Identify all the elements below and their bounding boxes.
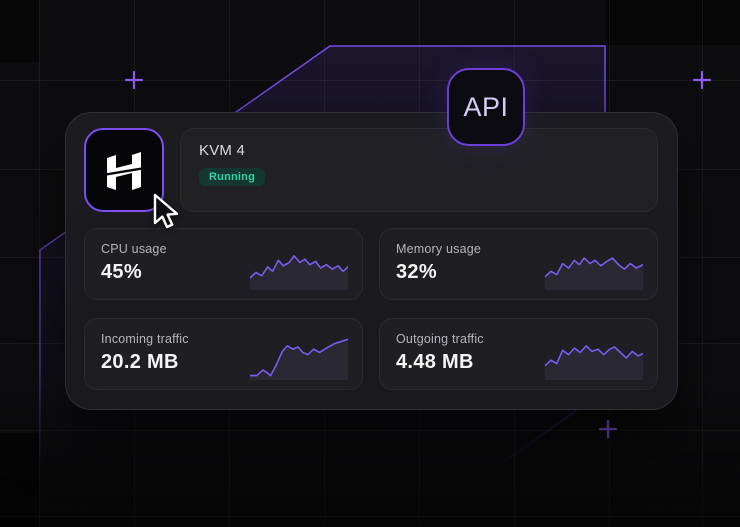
api-badge-label: API <box>463 91 509 122</box>
mouse-cursor-icon <box>153 193 179 229</box>
metric-card-memory: Memory usage 32% <box>379 228 658 300</box>
incoming-traffic-sparkline-chart <box>250 336 348 380</box>
plus-marker <box>598 419 618 439</box>
status-badge: Running <box>199 168 265 186</box>
metrics-grid: CPU usage 45% Memory usage 32% Incoming … <box>84 228 658 390</box>
outgoing-traffic-sparkline-chart <box>545 336 643 380</box>
server-dashboard-card: KVM 4 Running CPU usage 45% Memory usage… <box>65 112 678 410</box>
metric-card-cpu: CPU usage 45% <box>84 228 363 300</box>
metric-card-incoming-traffic: Incoming traffic 20.2 MB <box>84 318 363 390</box>
api-badge[interactable]: API <box>447 68 525 146</box>
server-header: KVM 4 Running <box>180 128 658 212</box>
cpu-sparkline-chart <box>250 246 348 290</box>
metric-card-outgoing-traffic: Outgoing traffic 4.48 MB <box>379 318 658 390</box>
memory-sparkline-chart <box>545 246 643 290</box>
plus-marker <box>124 70 144 90</box>
server-name: KVM 4 <box>199 142 246 159</box>
hostinger-h-icon <box>107 152 141 190</box>
plus-marker <box>692 70 712 90</box>
